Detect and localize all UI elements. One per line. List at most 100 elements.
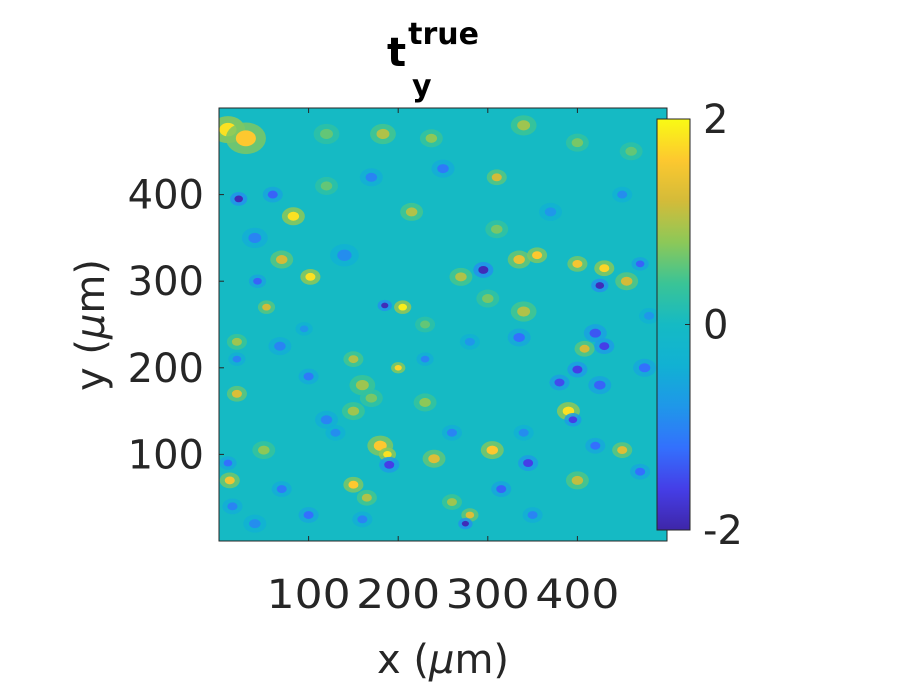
heatmap-blob xyxy=(376,128,390,140)
y-tick-label: 400 xyxy=(128,173,204,219)
heatmap-blob xyxy=(532,251,543,260)
heatmap-blob xyxy=(330,428,341,437)
heatmap-blob xyxy=(589,328,602,338)
heatmap-blob xyxy=(357,515,368,524)
heatmap-blob xyxy=(320,415,333,425)
heatmap-blob xyxy=(568,416,578,424)
heatmap-blob xyxy=(258,445,270,455)
heatmap-blob xyxy=(384,460,395,469)
heatmap-blob xyxy=(620,276,633,286)
colorbar-gradient xyxy=(657,119,690,530)
heatmap-blob xyxy=(491,173,502,182)
heatmap-blob xyxy=(394,364,402,371)
heatmap-blob xyxy=(517,306,531,317)
heatmap-blob xyxy=(248,232,262,243)
heatmap-blob xyxy=(428,454,440,464)
heatmap-blob xyxy=(527,511,538,519)
heatmap-blob xyxy=(420,320,431,329)
heatmap-blob xyxy=(518,428,529,437)
y-tick-label: 100 xyxy=(128,432,204,478)
heatmap-blob xyxy=(227,502,238,511)
colorbar-tick-label: 0 xyxy=(703,303,728,349)
y-axis-label: y (μm) xyxy=(68,259,114,391)
heatmap-blob xyxy=(253,277,262,285)
heatmap-blob xyxy=(303,372,314,381)
heatmap-blob xyxy=(571,138,584,148)
heatmap-blob xyxy=(617,190,628,199)
heatmap-blob xyxy=(544,207,557,217)
colorbar-tick-label: 2 xyxy=(703,97,728,143)
chart-title-subscript: y xyxy=(412,69,432,104)
heatmap-blob xyxy=(638,363,651,373)
heatmap-blob xyxy=(361,493,372,502)
heatmap-blob xyxy=(398,303,407,311)
x-tick-label: 100 xyxy=(267,572,351,618)
y-axis-ticks: 100 200 300 400 xyxy=(128,173,224,478)
heatmap-blob xyxy=(347,406,360,416)
heatmap-blob xyxy=(572,365,583,374)
colorbar-ticks: -2 0 2 xyxy=(685,97,743,554)
heatmap-blob xyxy=(446,428,457,437)
heatmap-blob xyxy=(405,207,418,217)
heatmap-blob xyxy=(419,397,431,407)
heatmap-blob xyxy=(455,272,467,282)
heatmap-blob xyxy=(348,355,359,364)
heatmap-blob xyxy=(231,337,242,346)
heatmap-marks xyxy=(219,115,660,533)
heatmap-blob xyxy=(320,128,333,140)
x-axis-label: x (μm) xyxy=(377,637,509,683)
heatmap-blob xyxy=(420,355,430,363)
heatmap-blob xyxy=(513,255,525,265)
heatmap-blob xyxy=(579,344,590,353)
heatmap-blob xyxy=(373,440,387,451)
heatmap-blob xyxy=(599,264,610,273)
heatmap-blob xyxy=(231,389,242,398)
heatmap-blob xyxy=(644,311,655,320)
heatmap-blob xyxy=(276,485,287,493)
heatmap-blob xyxy=(381,302,389,309)
heatmap-blob xyxy=(482,294,494,304)
y-tick-label: 200 xyxy=(128,346,204,392)
x-tick-label: 200 xyxy=(356,572,440,618)
heatmap-blob xyxy=(464,337,475,346)
heatmap-blob xyxy=(571,475,584,485)
heatmap-blob xyxy=(267,190,278,199)
heatmap-blob xyxy=(437,164,449,174)
heatmap-blob xyxy=(517,120,531,131)
heatmap-blob xyxy=(523,459,534,468)
heatmap-blob xyxy=(249,519,261,529)
heatmap-blob xyxy=(224,476,235,485)
colorbar-tick-label: -2 xyxy=(703,508,743,554)
heatmap-blob xyxy=(305,272,316,281)
heatmap-blob xyxy=(223,459,233,467)
heatmap-blob xyxy=(337,249,352,261)
heatmap-blob xyxy=(461,520,469,527)
heatmap-blob xyxy=(625,146,637,156)
heatmap-blob xyxy=(262,303,271,311)
heatmap-blob xyxy=(274,341,286,351)
heatmap-blob xyxy=(303,511,314,519)
heatmap-blob xyxy=(235,130,256,147)
heatmap-blob xyxy=(496,485,507,493)
heatmap-blob xyxy=(486,445,499,455)
heatmap-blob xyxy=(275,255,288,265)
heatmap-blob xyxy=(635,467,646,476)
heatmap-blob xyxy=(446,498,457,506)
heatmap-blob xyxy=(365,393,378,403)
heatmap-blob xyxy=(554,378,565,387)
heatmap-blob xyxy=(594,380,606,390)
heatmap-blob xyxy=(348,480,359,489)
heatmap-blob xyxy=(365,172,378,182)
heatmap-blob xyxy=(425,133,438,143)
chart-title: ttrue xyxy=(387,17,479,76)
heatmap-blob xyxy=(232,355,242,363)
heatmap-blob xyxy=(617,446,628,455)
x-tick-label: 300 xyxy=(446,572,530,618)
heatmap-blob xyxy=(299,325,309,333)
heatmap-blob xyxy=(595,282,605,289)
heatmap-blob xyxy=(383,451,392,458)
x-tick-label: 400 xyxy=(535,572,619,618)
heatmap-blob xyxy=(320,181,333,191)
heatmap-blob xyxy=(635,260,645,268)
